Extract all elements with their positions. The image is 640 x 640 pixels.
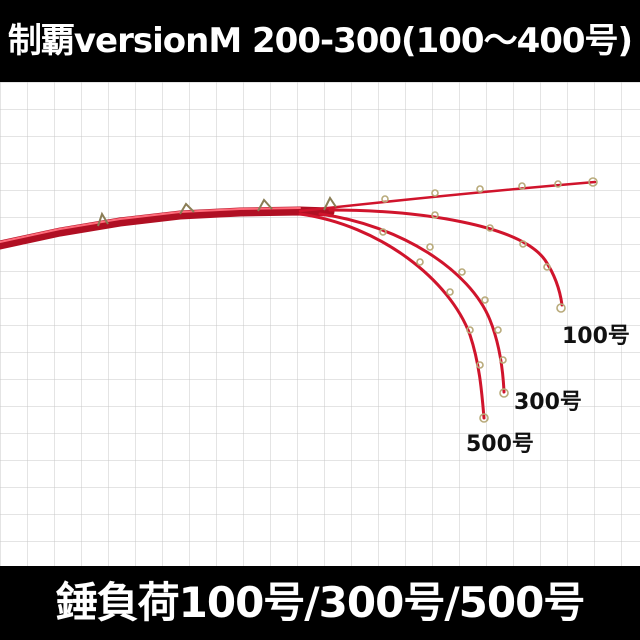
guide-icon: [486, 224, 494, 232]
guide-icon: [518, 182, 526, 190]
load-caption: 錘負荷100号/300号/500号: [55, 578, 586, 627]
guide-icon: [446, 288, 454, 296]
product-title: 制覇versionM 200-300(100〜400号): [7, 21, 633, 61]
guide-icon: [481, 296, 489, 304]
guide-icon: [519, 240, 527, 248]
guide-icon: [479, 413, 489, 423]
label-load-500: 500号: [466, 432, 534, 457]
guide-icon: [499, 356, 507, 364]
guide-icon: [466, 326, 474, 334]
tip-guides: [379, 177, 598, 423]
guide-icon: [476, 361, 484, 369]
guide-icon: [416, 258, 424, 266]
guide-icon: [257, 198, 273, 212]
label-load-300: 300号: [514, 390, 582, 415]
guide-icon: [179, 202, 195, 215]
guide-icon: [556, 303, 566, 313]
guide-icon: [458, 268, 466, 276]
guide-icon: [379, 228, 387, 236]
guide-icon: [494, 326, 502, 334]
guide-icon: [554, 180, 562, 188]
rod-curve-500: [298, 212, 486, 420]
guide-icon: [97, 211, 109, 227]
guide-icon: [426, 243, 434, 251]
guide-icon: [323, 196, 337, 211]
rod-curve-300: [318, 212, 506, 394]
label-load-100: 100号: [562, 324, 630, 349]
title-bar: [0, 0, 640, 82]
guide-icon: [381, 195, 389, 203]
guide-icon: [588, 177, 598, 187]
guide-icon: [476, 185, 484, 193]
guide-icon: [499, 388, 509, 398]
grid-background: [0, 82, 640, 566]
butt-guides: [97, 196, 337, 227]
rod-curve-unloaded: [298, 180, 597, 213]
rod-curve-100: [328, 208, 564, 307]
rod-butt-highlight: [0, 207, 301, 243]
guide-icon: [431, 189, 439, 197]
guide-icon: [431, 211, 439, 219]
guide-icon: [543, 263, 551, 271]
footer-bar: [0, 566, 640, 640]
